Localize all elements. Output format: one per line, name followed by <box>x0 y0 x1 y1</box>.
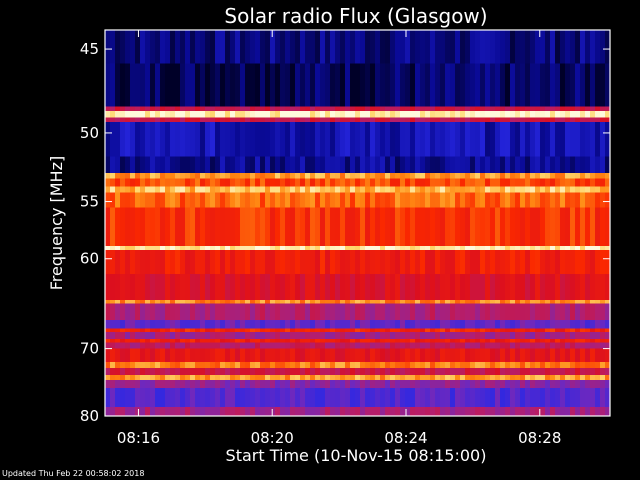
frequency-band <box>105 63 611 107</box>
x-tick-label: 08:24 <box>384 429 427 447</box>
frequency-band <box>105 374 611 380</box>
y-axis-label: Frequency [MHz] <box>47 156 66 290</box>
frequency-band <box>105 274 611 300</box>
frequency-band <box>105 299 611 304</box>
y-tick-label: 70 <box>80 340 99 358</box>
chart-title: Solar radio Flux (Glasgow) <box>224 4 487 28</box>
x-axis-label: Start Time (10-Nov-15 08:15:00) <box>226 446 487 465</box>
y-tick-label: 50 <box>80 124 99 142</box>
frequency-band <box>105 379 611 388</box>
frequency-band <box>105 172 611 179</box>
frequency-band <box>105 117 611 123</box>
frequency-band <box>105 106 611 112</box>
frequency-band <box>105 328 611 332</box>
frequency-band <box>105 250 611 275</box>
frequency-band <box>105 122 611 157</box>
plot-frame <box>104 29 611 417</box>
frequency-band <box>105 245 611 251</box>
x-tick-label: 08:28 <box>518 429 561 447</box>
frequency-band <box>105 111 611 118</box>
x-tick-label: 08:20 <box>251 429 294 447</box>
frequency-band <box>105 387 611 407</box>
y-tick-label: 80 <box>80 407 99 425</box>
frequency-band <box>105 367 611 375</box>
frequency-band <box>105 342 611 349</box>
frequency-band <box>105 30 611 64</box>
frequency-band <box>105 339 611 343</box>
x-axis: 08:16 08:20 08:24 08:28 <box>117 30 561 447</box>
x-tick-label: 08:16 <box>117 429 160 447</box>
frequency-band <box>105 406 611 416</box>
frequency-band <box>105 320 611 329</box>
frequency-band <box>105 362 611 368</box>
frequency-band <box>105 156 611 173</box>
updated-timestamp: Updated Thu Feb 22 00:58:02 2018 <box>2 469 145 478</box>
y-tick-label: 55 <box>80 193 99 211</box>
frequency-band <box>105 207 611 246</box>
plot-area <box>104 29 611 417</box>
y-axis: 45 50 55 60 70 80 <box>80 40 610 425</box>
y-tick-label: 45 <box>80 40 99 58</box>
frequency-band <box>105 331 611 340</box>
frequency-band <box>105 192 611 208</box>
frequency-band <box>105 303 611 321</box>
y-tick-label: 60 <box>80 250 99 268</box>
frequency-band <box>105 348 611 363</box>
frequency-band <box>105 178 611 187</box>
frequency-band <box>105 186 611 193</box>
